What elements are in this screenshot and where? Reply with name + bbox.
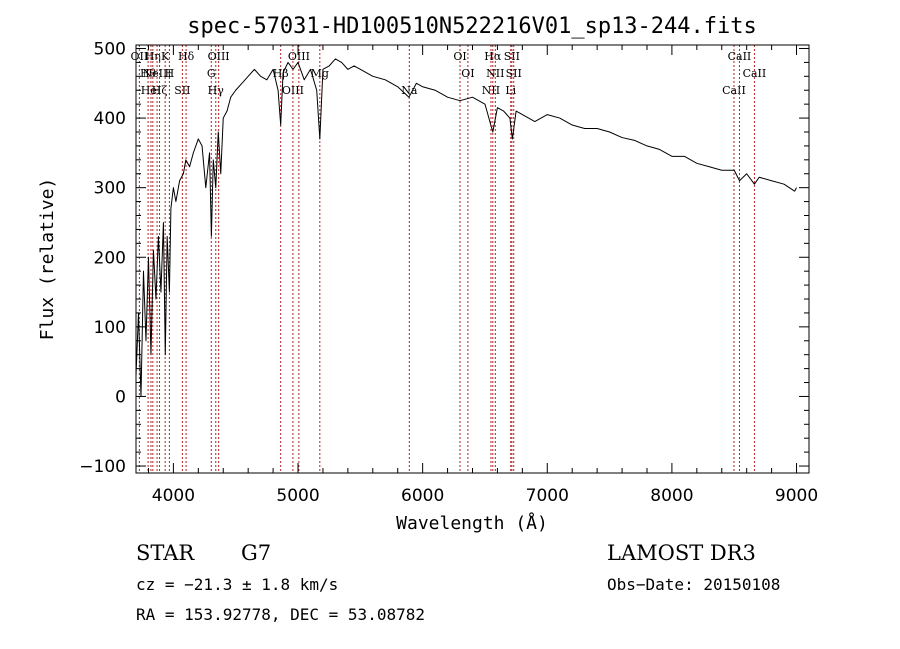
line-marker-label: OIII [282, 84, 304, 97]
line-marker-label: OII [131, 50, 149, 63]
y-axis-label: Flux (relative) [37, 178, 58, 341]
y-tick-label: 400 [94, 109, 126, 129]
line-marker-label: Hη [145, 50, 161, 63]
x-tick-label: 8000 [650, 486, 693, 506]
plot-frame [135, 44, 810, 474]
redshift-text: cz = −21.3 ± 1.8 km/s [136, 575, 338, 594]
chart-title: spec-57031-HD100510N522216V01_sp13-244.f… [187, 14, 757, 39]
x-axis-label: Wavelength (Å) [396, 512, 548, 534]
x-tick-label: 5000 [276, 486, 319, 506]
line-marker-label: OIII [208, 50, 230, 63]
line-marker-label: Hζ [152, 84, 168, 97]
survey-label: LAMOST DR3 [607, 541, 756, 565]
line-marker-label: OI [453, 50, 466, 63]
x-tick-label: 6000 [401, 486, 444, 506]
line-marker-label: SII [504, 50, 520, 63]
line-marker-label: CaII [722, 84, 746, 97]
y-tick-label: 200 [94, 248, 126, 268]
line-marker-label: Hα [484, 50, 502, 63]
line-marker-label: CaII [743, 67, 767, 80]
y-tick-label: 0 [115, 387, 126, 407]
line-marker-label: Hγ [208, 84, 225, 97]
spectrum-series [135, 58, 797, 397]
y-tick-label: 500 [94, 39, 126, 59]
line-marker-label: Mg [311, 67, 329, 80]
axis-ticks: 4000 5000 6000 7000 8000 9000 −100 0 100 200 300 40… [79, 39, 818, 506]
line-marker-label: SII [506, 67, 522, 80]
y-tick-label: 100 [94, 318, 126, 338]
line-marker-label: NII [482, 84, 500, 97]
line-marker-label: NII [486, 67, 504, 80]
y-tick-label: −100 [79, 457, 126, 477]
x-tick-label: 4000 [152, 486, 195, 506]
spectral-subclass: G7 [241, 541, 271, 565]
line-marker-label: OI [461, 67, 474, 80]
object-class: STAR [136, 541, 195, 565]
line-marker-label: SII [174, 84, 190, 97]
spectrum-line [135, 58, 797, 397]
line-marker-label: NeIII [142, 67, 171, 80]
coordinates-text: RA = 153.92778, DEC = 53.08782 [136, 605, 425, 624]
line-marker-label: CaII [728, 50, 752, 63]
x-tick-label: 9000 [775, 486, 818, 506]
line-marker-label: Li [505, 84, 516, 97]
y-tick-label: 300 [94, 179, 126, 199]
line-marker-label: OIII [288, 50, 310, 63]
line-marker-label: K [161, 50, 170, 63]
line-marker-label: Hδ [178, 50, 195, 63]
obs-date-text: Obs−Date: 20150108 [607, 575, 780, 594]
line-marker-label: G [207, 67, 216, 80]
spectral-line-markers: OIIHθHeIHηNeIIIHζKHSIIHδGHγOIIIHβOIIIOII… [131, 45, 767, 473]
line-marker-label: HeI [141, 84, 161, 97]
line-marker-label: H [165, 67, 175, 80]
x-tick-label: 7000 [526, 486, 569, 506]
